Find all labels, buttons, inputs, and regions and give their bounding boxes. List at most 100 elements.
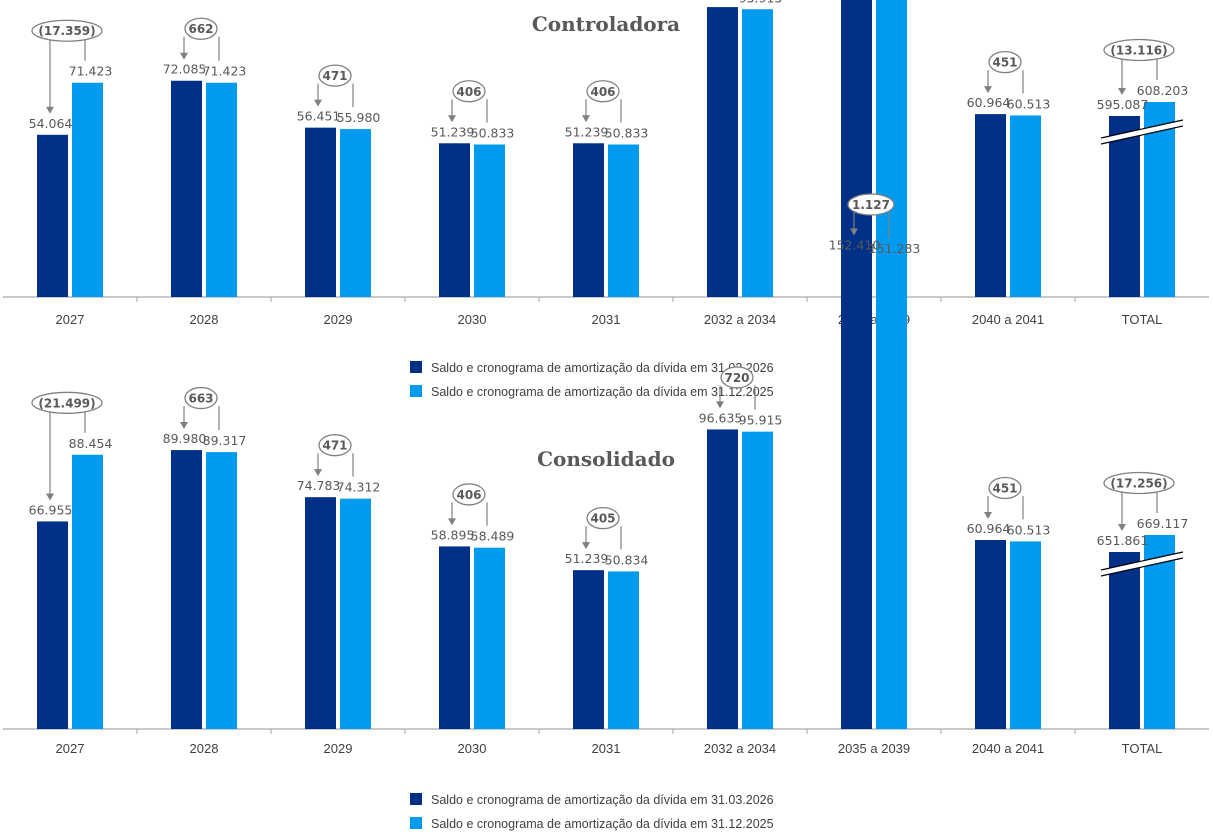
data-label-series-1: 51.239 [431,124,475,139]
variation-bubble [452,483,486,506]
x-tick-label: TOTAL [1122,312,1163,327]
legend: Saldo e cronograma de amortização da dív… [410,361,774,399]
data-label-series-1: 51.239 [565,551,609,566]
bar-series-1 [37,134,68,297]
bar-series-2 [876,260,907,729]
arrow-down-icon [180,52,188,60]
bar-series-1 [841,256,872,729]
x-tick-label: 2029 [324,312,353,327]
data-label-series-2: 50.833 [605,126,649,141]
arrow-down-icon [716,401,724,409]
legend-swatch-series-2 [410,385,422,397]
arrow-down-icon [180,422,188,430]
variation-annotation: 405 [582,507,622,550]
variation-annotation: 720 [716,366,756,410]
bar-series-1 [841,0,872,297]
variation-annotation: (13.116) [1103,38,1175,95]
arrow-down-icon [448,115,456,123]
axis-break-icon [1100,551,1184,577]
x-tick-label: 2030 [458,741,487,756]
bar-series-1 [573,143,604,297]
data-label-series-1: 72.085 [163,62,207,77]
bar-series-1 [573,570,604,729]
bar-series-1 [171,450,202,729]
x-tick-label: 2027 [56,312,85,327]
variation-label: 663 [188,392,213,406]
arrow-down-icon [582,542,590,550]
data-label-series-1: 152.410 [829,238,881,253]
variation-bubble [184,17,218,40]
variation-bubble [988,50,1022,74]
bar-series-1 [305,127,336,297]
legend-label-series-1: Saldo e cronograma de amortização da dív… [431,793,774,807]
data-label-series-1: 58.895 [431,527,475,542]
variation-bubble [1103,471,1175,495]
arrow-down-icon [984,86,992,94]
chart-title: Consolidado [537,447,675,471]
variation-bubble [452,80,486,103]
variation-label: 471 [322,439,347,453]
arrow-down-icon [448,518,456,526]
bar-series-1 [171,80,202,298]
legend-label-series-1: Saldo e cronograma de amortização da dív… [431,361,774,375]
category-group: 66.955 88.454 2027 (21.499) [29,391,113,756]
bar-series-2 [1010,115,1041,297]
bar-series-1 [1109,552,1140,729]
variation-annotation: 663 [180,386,220,431]
variation-annotation: 406 [448,80,488,123]
data-label-series-1: 96.635 [699,0,743,3]
variation-bubble [318,64,352,87]
arrow-down-icon [46,106,54,114]
axis-break-line [1100,557,1184,577]
data-label-series-2: 669.117 [1137,516,1189,531]
variation-bubble [31,19,103,42]
data-label-series-2: 60.513 [1007,522,1051,537]
data-label-series-2: 60.513 [1007,96,1051,111]
data-label-series-1: 66.955 [29,502,73,517]
variation-annotation: 451 [984,476,1024,520]
x-tick-label: 2040 a 2041 [972,312,1044,327]
data-label-series-2: 95.915 [739,0,783,5]
variation-label: (17.256) [1110,477,1167,491]
data-label-series-2: 71.423 [203,64,247,79]
category-group: 651.861 669.117 TOTAL (17.256) [1074,471,1189,756]
legend-label-series-2: Saldo e cronograma de amortização da dív… [431,817,774,831]
data-label-series-1: 74.783 [297,478,341,493]
data-label-series-2: 89.317 [203,433,247,448]
variation-annotation: 406 [582,80,622,123]
bar-series-2 [72,454,103,729]
variation-bubble [720,366,754,389]
x-tick-label: 2030 [458,312,487,327]
data-label-series-1: 89.980 [163,431,207,446]
x-tick-label: 2035 a 2039 [838,741,910,756]
variation-label: (21.499) [38,396,95,410]
arrow-down-icon [314,99,322,107]
variation-label: 406 [456,488,481,502]
data-label-series-1: 96.635 [699,410,743,425]
x-tick-label: 2040 a 2041 [972,741,1044,756]
variation-label: 406 [456,85,481,99]
data-label-series-2: 74.312 [337,480,381,495]
data-label-series-1: 56.451 [297,109,341,124]
data-label-series-2: 95.915 [739,413,783,428]
x-tick-label: 2032 a 2034 [704,312,776,327]
arrow-down-icon [1118,524,1126,531]
x-tick-label: 2029 [324,741,353,756]
variation-annotation: (17.359) [31,19,103,114]
variation-label: 1.127 [852,198,890,212]
variation-annotation: 471 [314,64,354,108]
chart-title: Controladora [532,12,680,36]
x-tick-label: 2032 a 2034 [704,741,776,756]
bar-series-2 [474,144,505,297]
variation-bubble [184,386,218,410]
data-label-series-1: 595.087 [1097,97,1149,112]
data-label-series-2: 88.454 [69,436,113,451]
